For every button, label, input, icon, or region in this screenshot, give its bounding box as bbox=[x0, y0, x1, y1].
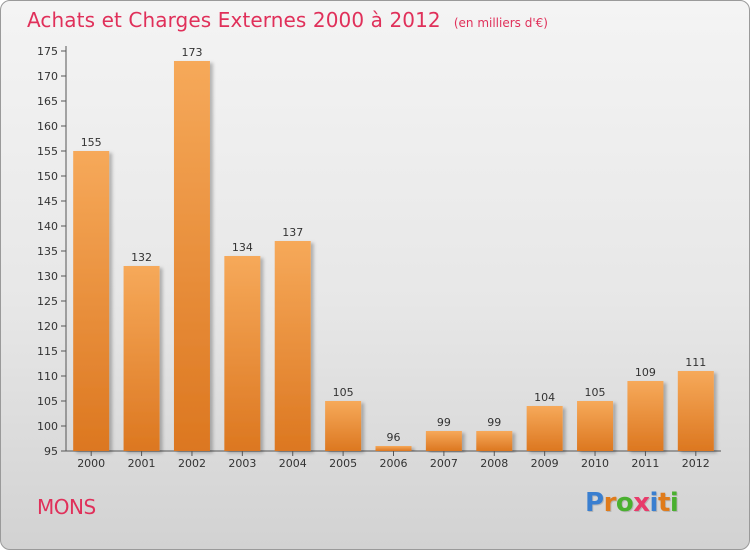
brand-letter: x bbox=[633, 488, 650, 518]
y-tick-label: 125 bbox=[37, 295, 58, 308]
x-tick-label: 2000 bbox=[77, 457, 105, 470]
y-tick-label: 155 bbox=[37, 145, 58, 158]
bar-value-label: 132 bbox=[131, 251, 152, 264]
bar-value-label: 99 bbox=[487, 416, 501, 429]
bar-value-label: 173 bbox=[181, 46, 202, 59]
y-tick-label: 140 bbox=[37, 220, 58, 233]
bar-value-label: 109 bbox=[635, 366, 656, 379]
bar bbox=[677, 371, 714, 451]
y-tick-label: 95 bbox=[44, 445, 58, 458]
chart-title-row: Achats et Charges Externes 2000 à 2012 (… bbox=[27, 8, 548, 32]
bar bbox=[73, 151, 110, 451]
bar bbox=[577, 401, 614, 451]
chart-subtitle: (en milliers d'€) bbox=[453, 16, 548, 30]
bar bbox=[274, 241, 311, 451]
y-tick-label: 175 bbox=[37, 45, 58, 58]
x-tick-label: 2009 bbox=[531, 457, 559, 470]
y-tick-label: 110 bbox=[37, 370, 58, 383]
bar bbox=[173, 61, 210, 451]
bar bbox=[425, 431, 462, 451]
brand-letter: r bbox=[603, 488, 617, 518]
brand-letter: t bbox=[657, 488, 670, 518]
y-tick-label: 145 bbox=[37, 195, 58, 208]
bar bbox=[325, 401, 362, 451]
y-tick-label: 115 bbox=[37, 345, 58, 358]
bar-value-label: 111 bbox=[685, 356, 706, 369]
y-tick-label: 165 bbox=[37, 95, 58, 108]
x-tick-label: 2012 bbox=[682, 457, 710, 470]
bar bbox=[375, 446, 412, 451]
y-tick-label: 170 bbox=[37, 70, 58, 83]
bar bbox=[123, 266, 160, 451]
bar-value-label: 104 bbox=[534, 391, 555, 404]
bar bbox=[224, 256, 261, 451]
y-tick-label: 130 bbox=[37, 270, 58, 283]
y-tick-label: 150 bbox=[37, 170, 58, 183]
y-tick-label: 135 bbox=[37, 245, 58, 258]
bar bbox=[526, 406, 563, 451]
bar-value-label: 99 bbox=[437, 416, 451, 429]
bar bbox=[627, 381, 664, 451]
y-tick-label: 120 bbox=[37, 320, 58, 333]
bar-value-label: 105 bbox=[585, 386, 606, 399]
city-name: MONS bbox=[37, 495, 96, 519]
x-tick-label: 2003 bbox=[228, 457, 256, 470]
x-tick-label: 2001 bbox=[128, 457, 156, 470]
proxiti-logo: Proxiti bbox=[585, 488, 679, 518]
bar-value-label: 155 bbox=[81, 136, 102, 149]
brand-letter: P bbox=[585, 488, 604, 518]
x-tick-label: 2006 bbox=[380, 457, 408, 470]
x-tick-label: 2002 bbox=[178, 457, 206, 470]
brand-letter: i bbox=[669, 488, 679, 518]
brand-letter: o bbox=[615, 488, 634, 518]
brand-letter: i bbox=[649, 488, 659, 518]
y-tick-label: 100 bbox=[37, 420, 58, 433]
y-tick-label: 105 bbox=[37, 395, 58, 408]
bar-value-label: 137 bbox=[282, 226, 303, 239]
x-tick-label: 2011 bbox=[631, 457, 659, 470]
bar-value-label: 134 bbox=[232, 241, 253, 254]
x-tick-label: 2005 bbox=[329, 457, 357, 470]
x-tick-label: 2010 bbox=[581, 457, 609, 470]
x-tick-label: 2008 bbox=[480, 457, 508, 470]
bar-value-label: 96 bbox=[387, 431, 401, 444]
y-tick-label: 160 bbox=[37, 120, 58, 133]
chart-title: Achats et Charges Externes 2000 à 2012 bbox=[27, 8, 441, 32]
x-tick-label: 2004 bbox=[279, 457, 307, 470]
bar bbox=[476, 431, 513, 451]
bar-value-label: 105 bbox=[333, 386, 354, 399]
x-tick-label: 2007 bbox=[430, 457, 458, 470]
